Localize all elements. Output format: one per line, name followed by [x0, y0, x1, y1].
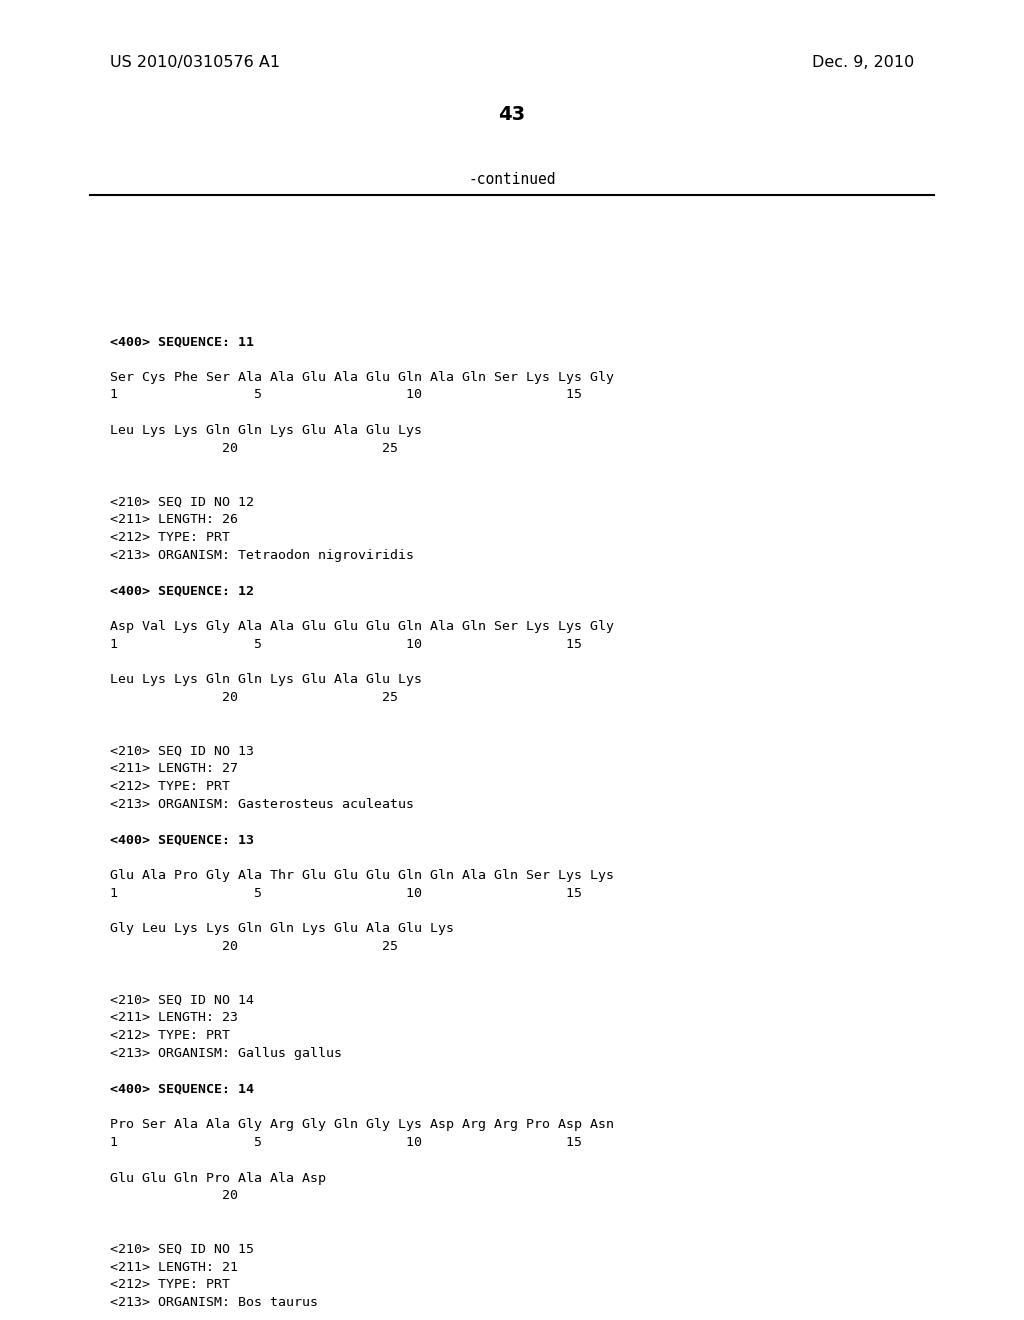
Text: <212> TYPE: PRT: <212> TYPE: PRT [110, 531, 230, 544]
Text: Leu Lys Lys Gln Gln Lys Glu Ala Glu Lys: Leu Lys Lys Gln Gln Lys Glu Ala Glu Lys [110, 673, 422, 686]
Text: -continued: -continued [468, 172, 556, 187]
Text: <400> SEQUENCE: 11: <400> SEQUENCE: 11 [110, 335, 254, 348]
Text: <210> SEQ ID NO 12: <210> SEQ ID NO 12 [110, 495, 254, 508]
Text: Glu Glu Gln Pro Ala Ala Asp: Glu Glu Gln Pro Ala Ala Asp [110, 1172, 326, 1184]
Text: <211> LENGTH: 27: <211> LENGTH: 27 [110, 762, 238, 775]
Text: Dec. 9, 2010: Dec. 9, 2010 [812, 55, 914, 70]
Text: <213> ORGANISM: Gallus gallus: <213> ORGANISM: Gallus gallus [110, 1047, 342, 1060]
Text: 20                  25: 20 25 [110, 940, 398, 953]
Text: 1                 5                  10                  15: 1 5 10 15 [110, 638, 582, 651]
Text: 20: 20 [110, 1189, 238, 1203]
Text: <213> ORGANISM: Tetraodon nigroviridis: <213> ORGANISM: Tetraodon nigroviridis [110, 549, 414, 561]
Text: 20                  25: 20 25 [110, 442, 398, 455]
Text: <400> SEQUENCE: 13: <400> SEQUENCE: 13 [110, 833, 254, 846]
Text: <211> LENGTH: 23: <211> LENGTH: 23 [110, 1011, 238, 1024]
Text: Leu Lys Lys Gln Gln Lys Glu Ala Glu Lys: Leu Lys Lys Gln Gln Lys Glu Ala Glu Lys [110, 424, 422, 437]
Text: <210> SEQ ID NO 13: <210> SEQ ID NO 13 [110, 744, 254, 758]
Text: 1                 5                  10                  15: 1 5 10 15 [110, 1137, 582, 1148]
Text: 43: 43 [499, 106, 525, 124]
Text: Ser Cys Phe Ser Ala Ala Glu Ala Glu Gln Ala Gln Ser Lys Lys Gly: Ser Cys Phe Ser Ala Ala Glu Ala Glu Gln … [110, 371, 614, 384]
Text: 20                  25: 20 25 [110, 690, 398, 704]
Text: Asp Val Lys Gly Ala Ala Glu Glu Glu Gln Ala Gln Ser Lys Lys Gly: Asp Val Lys Gly Ala Ala Glu Glu Glu Gln … [110, 620, 614, 632]
Text: <211> LENGTH: 21: <211> LENGTH: 21 [110, 1261, 238, 1274]
Text: <213> ORGANISM: Gasterosteus aculeatus: <213> ORGANISM: Gasterosteus aculeatus [110, 797, 414, 810]
Text: Pro Ser Ala Ala Gly Arg Gly Gln Gly Lys Asp Arg Arg Pro Asp Asn: Pro Ser Ala Ala Gly Arg Gly Gln Gly Lys … [110, 1118, 614, 1131]
Text: <212> TYPE: PRT: <212> TYPE: PRT [110, 1278, 230, 1291]
Text: Gly Leu Lys Lys Gln Gln Lys Glu Ala Glu Lys: Gly Leu Lys Lys Gln Gln Lys Glu Ala Glu … [110, 923, 454, 936]
Text: <212> TYPE: PRT: <212> TYPE: PRT [110, 780, 230, 793]
Text: US 2010/0310576 A1: US 2010/0310576 A1 [110, 55, 281, 70]
Text: <400> SEQUENCE: 14: <400> SEQUENCE: 14 [110, 1082, 254, 1096]
Text: <212> TYPE: PRT: <212> TYPE: PRT [110, 1030, 230, 1043]
Text: <211> LENGTH: 26: <211> LENGTH: 26 [110, 513, 238, 525]
Text: Glu Ala Pro Gly Ala Thr Glu Glu Glu Gln Gln Ala Gln Ser Lys Lys: Glu Ala Pro Gly Ala Thr Glu Glu Glu Gln … [110, 869, 614, 882]
Text: 1                 5                  10                  15: 1 5 10 15 [110, 887, 582, 900]
Text: <210> SEQ ID NO 15: <210> SEQ ID NO 15 [110, 1243, 254, 1255]
Text: <210> SEQ ID NO 14: <210> SEQ ID NO 14 [110, 994, 254, 1007]
Text: 1                 5                  10                  15: 1 5 10 15 [110, 388, 582, 401]
Text: <400> SEQUENCE: 12: <400> SEQUENCE: 12 [110, 585, 254, 597]
Text: <213> ORGANISM: Bos taurus: <213> ORGANISM: Bos taurus [110, 1296, 318, 1309]
